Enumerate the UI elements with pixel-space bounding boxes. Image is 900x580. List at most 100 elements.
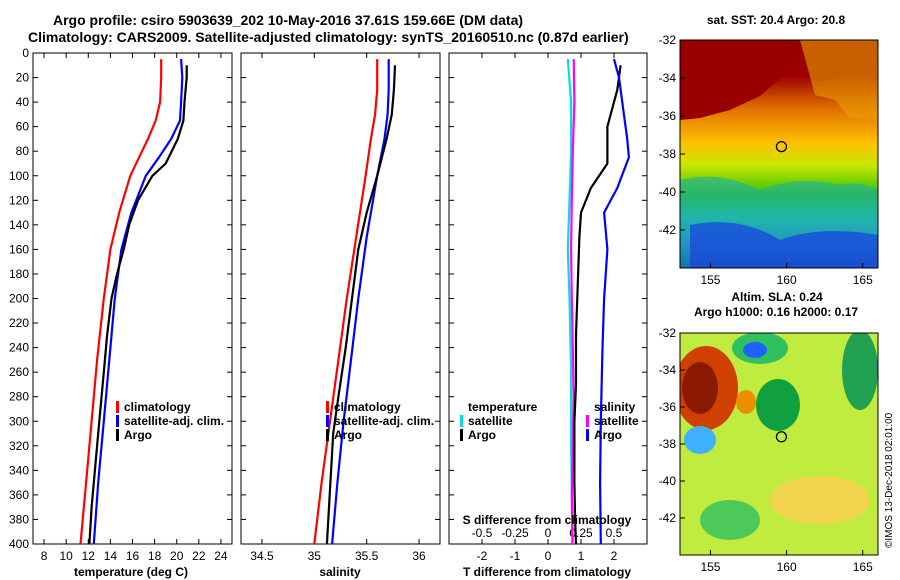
x-tick-label: 14	[104, 549, 118, 563]
salinity-legend: climatology satellite-adj. clim. Argo	[326, 400, 434, 442]
difference-xlabel: T difference from climatology	[463, 565, 631, 579]
x-tick-label: 18	[148, 549, 162, 563]
x-tick-label: 0	[545, 549, 552, 563]
map-y-tick-label: -32	[659, 33, 677, 47]
sst-map-image	[680, 40, 878, 268]
depth-tick-label: 140	[9, 218, 29, 232]
depth-tick-label: 0	[22, 46, 29, 60]
x-tick-label: 1	[578, 549, 585, 563]
map-y-tick-label: -36	[659, 109, 677, 123]
depth-tick-label: 80	[16, 144, 30, 158]
depth-tick-label: 380	[9, 512, 29, 526]
diff-series-s-satellite	[569, 59, 576, 544]
depth-tick-label: 220	[9, 316, 29, 330]
s-tick-label: -0.25	[501, 526, 529, 540]
sst-cold-patch	[690, 222, 878, 268]
sla-eddy-blue-2	[684, 426, 716, 454]
sla-eddy-green-4	[700, 500, 760, 540]
depth-tick-label: 200	[9, 292, 29, 306]
chart-title-line2: Climatology: CARS2009. Satellite-adjuste…	[28, 29, 629, 45]
legend-swatch-satellite	[116, 415, 119, 427]
legend-salinity-heading: salinity	[594, 400, 636, 414]
legend-temperature-heading: temperature	[468, 400, 538, 414]
chart-title-line1: Argo profile: csiro 5903639_202 10-May-2…	[53, 12, 524, 28]
depth-tick-label: 400	[9, 537, 29, 551]
map-y-tick-label: -42	[659, 511, 677, 525]
legend-satellite: satellite-adj. clim.	[334, 414, 434, 428]
x-tick-label: 34.5	[250, 549, 274, 563]
legend-swatch-s-argo	[586, 429, 589, 441]
map-y-tick-label: -42	[659, 223, 677, 237]
x-tick-label: -1	[510, 549, 521, 563]
legend-swatch-climatology	[326, 401, 329, 413]
depth-tick-label: 280	[9, 390, 29, 404]
depth-tick-label: 260	[9, 365, 29, 379]
sla-map-image	[680, 333, 878, 555]
map-x-tick-label: 160	[777, 273, 797, 287]
argo-position-marker	[775, 431, 788, 443]
legend-climatology: climatology	[124, 400, 191, 414]
sla-eddy-green-3	[842, 333, 878, 410]
s-difference-label: S difference from climatology	[463, 513, 632, 527]
sla-map-title: Altim. SLA: 0.24	[731, 290, 823, 304]
map-x-tick-label: 160	[777, 560, 797, 574]
legend-t-argo: Argo	[468, 428, 496, 442]
sst-map-title: sat. SST: 20.4 Argo: 20.8	[707, 13, 846, 27]
map-y-tick-label: -38	[659, 147, 677, 161]
s-tick-label: -0.5	[472, 526, 493, 540]
map-y-tick-label: -40	[659, 474, 677, 488]
legend-satellite: satellite-adj. clim.	[124, 414, 224, 428]
sla-eddy-orange	[736, 390, 756, 414]
temperature-xlabel: temperature (deg C)	[74, 565, 188, 579]
legend-climatology: climatology	[334, 400, 401, 414]
diff-series-t-argo	[573, 65, 622, 544]
legend-swatch-satellite	[326, 415, 329, 427]
x-tick-label: 24	[214, 549, 228, 563]
map-x-tick-label: 155	[700, 560, 720, 574]
legend-argo: Argo	[124, 428, 152, 442]
depth-tick-label: 20	[16, 71, 30, 85]
imos-watermark: ©IMOS 13-Dec-2018 02:01:00	[884, 412, 895, 548]
depth-tick-label: 60	[16, 120, 30, 134]
argo-position-marker	[775, 140, 788, 153]
depth-tick-label: 340	[9, 463, 29, 477]
sal-series-climatology	[313, 59, 379, 544]
sal-series-argo	[325, 65, 397, 544]
temp-series-satellite-adj-clim-	[92, 59, 184, 544]
depth-tick-label: 360	[9, 488, 29, 502]
legend-swatch-t-argo	[460, 429, 463, 441]
temp-series-argo	[88, 65, 188, 544]
depth-tick-label: 40	[16, 95, 30, 109]
map-y-tick-label: -34	[659, 363, 677, 377]
diff-series-s-argo	[598, 58, 631, 544]
s-tick-label: 0	[545, 526, 552, 540]
x-tick-label: 12	[82, 549, 96, 563]
salinity-axes	[240, 52, 441, 545]
map-y-tick-label: -38	[659, 437, 677, 451]
x-tick-label: 8	[41, 549, 48, 563]
depth-tick-label: 120	[9, 193, 29, 207]
salinity-xlabel: salinity	[319, 565, 361, 579]
legend-s-argo: Argo	[594, 428, 622, 442]
legend-swatch-argo	[326, 429, 329, 441]
temperature-axes	[32, 52, 233, 545]
map-x-tick-label: 165	[853, 560, 873, 574]
depth-tick-label: 240	[9, 341, 29, 355]
depth-tick-label: 100	[9, 169, 29, 183]
legend-swatch-t-satellite	[460, 415, 463, 427]
sla-eddy-yellow	[770, 476, 870, 524]
x-tick-label: 20	[170, 549, 184, 563]
depth-tick-label: 320	[9, 439, 29, 453]
x-tick-label: -2	[477, 549, 488, 563]
map-y-tick-label: -40	[659, 185, 677, 199]
legend-swatch-argo	[116, 429, 119, 441]
diff-series-t-satellite	[566, 59, 574, 544]
legend-swatch-s-satellite	[586, 415, 589, 427]
sla-eddy-green-2	[756, 379, 800, 431]
s-tick-label: 0.5	[606, 526, 623, 540]
map-y-tick-label: -32	[659, 326, 677, 340]
difference-axes	[448, 52, 648, 545]
map-y-tick-label: -36	[659, 400, 677, 414]
x-tick-label: 2	[611, 549, 618, 563]
